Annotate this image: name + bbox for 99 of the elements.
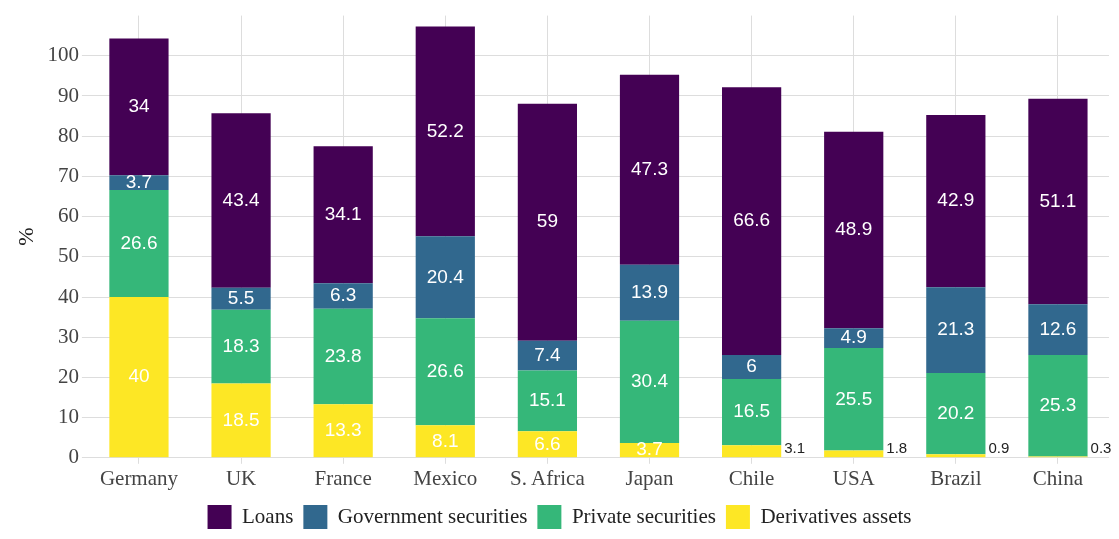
data-label: 20.4 bbox=[426, 265, 465, 287]
bar bbox=[517, 103, 578, 341]
data-label: 4.9 bbox=[840, 326, 867, 348]
data-label: 34 bbox=[128, 95, 150, 117]
x-tick-label: USA bbox=[832, 465, 876, 490]
bar bbox=[109, 190, 169, 297]
bar bbox=[824, 348, 884, 451]
bar bbox=[722, 379, 782, 446]
data-label: 21.3 bbox=[937, 318, 975, 340]
data-label: 13.3 bbox=[324, 419, 362, 441]
data-label: 52.2 bbox=[426, 119, 464, 141]
data-label: 3.7 bbox=[125, 170, 153, 192]
bar bbox=[415, 236, 475, 319]
data-label: 26.6 bbox=[426, 360, 464, 382]
data-label: 23.8 bbox=[324, 344, 362, 366]
y-tick-label: 60 bbox=[57, 203, 79, 228]
data-label: 40 bbox=[128, 365, 150, 387]
data-label: 6 bbox=[746, 355, 757, 377]
data-label: 48.9 bbox=[835, 218, 873, 240]
data-label: 34.1 bbox=[324, 203, 362, 225]
data-label: 5.5 bbox=[227, 287, 255, 309]
bar bbox=[926, 454, 986, 458]
data-label: 25.5 bbox=[835, 387, 873, 409]
legend-label: Government securities bbox=[337, 503, 528, 528]
y-tick-label: 90 bbox=[57, 82, 79, 107]
data-label: 51.1 bbox=[1039, 189, 1077, 211]
bar bbox=[1028, 304, 1088, 355]
data-label: 6.3 bbox=[329, 284, 357, 306]
data-label: 43.4 bbox=[222, 188, 260, 210]
bar bbox=[1028, 354, 1088, 457]
y-axis-title: % bbox=[12, 227, 38, 246]
data-label: 16.5 bbox=[733, 400, 771, 422]
bar bbox=[619, 320, 680, 443]
data-label: 0.9 bbox=[988, 439, 1010, 457]
bar bbox=[211, 309, 271, 384]
data-label: 30.4 bbox=[631, 370, 669, 392]
x-tick-label: UK bbox=[225, 465, 257, 490]
y-tick-label: 50 bbox=[57, 243, 79, 268]
data-label: 42.9 bbox=[937, 189, 975, 211]
data-label: 8.1 bbox=[432, 429, 459, 451]
bar bbox=[313, 283, 373, 309]
bar bbox=[313, 146, 373, 284]
data-label: 3.7 bbox=[636, 438, 663, 460]
y-tick-label: 40 bbox=[57, 283, 79, 308]
data-label: 15.1 bbox=[528, 389, 566, 411]
bar bbox=[619, 74, 680, 265]
y-tick-label: 0 bbox=[68, 444, 79, 469]
data-label: 13.9 bbox=[631, 281, 668, 303]
bar bbox=[926, 114, 986, 288]
x-tick-label: S. Africa bbox=[510, 465, 586, 490]
x-tick-label: Germany bbox=[99, 465, 179, 490]
data-label: 20.2 bbox=[937, 401, 975, 423]
bar bbox=[211, 383, 271, 458]
y-tick-label: 30 bbox=[57, 323, 79, 348]
data-label: 6.6 bbox=[534, 432, 561, 454]
x-tick-label: China bbox=[1032, 465, 1084, 490]
bar bbox=[517, 340, 578, 371]
data-label: 66.6 bbox=[733, 209, 771, 231]
bar bbox=[824, 131, 884, 329]
data-label: 18.3 bbox=[222, 334, 260, 356]
x-tick-label: Japan bbox=[625, 465, 674, 490]
bar bbox=[415, 425, 475, 458]
data-label: 18.5 bbox=[222, 408, 260, 430]
data-label: 0.3 bbox=[1090, 439, 1112, 457]
data-label: 59 bbox=[536, 210, 558, 232]
bar bbox=[109, 297, 169, 458]
bar bbox=[722, 87, 782, 355]
y-tick-label: 80 bbox=[57, 122, 79, 147]
bar bbox=[517, 370, 578, 432]
legend-label: Loans bbox=[242, 503, 294, 528]
data-label: 3.1 bbox=[784, 439, 806, 457]
x-tick-label: France bbox=[314, 465, 372, 490]
bar bbox=[1028, 98, 1088, 305]
data-label: 26.6 bbox=[120, 231, 158, 253]
y-tick-label: 10 bbox=[57, 404, 79, 429]
bar bbox=[722, 354, 782, 380]
bar bbox=[109, 38, 169, 176]
bar bbox=[313, 308, 373, 405]
x-tick-label: Brazil bbox=[930, 465, 982, 490]
y-tick-label: 20 bbox=[57, 363, 79, 388]
data-label: 25.3 bbox=[1039, 393, 1077, 415]
bar bbox=[211, 113, 271, 288]
bar bbox=[926, 372, 986, 455]
legend-label: Private securities bbox=[571, 503, 716, 528]
legend-label: Derivatives assets bbox=[760, 503, 912, 528]
bar bbox=[926, 287, 986, 373]
data-label: 1.8 bbox=[886, 439, 908, 457]
bar bbox=[619, 264, 680, 321]
data-label: 12.6 bbox=[1039, 317, 1077, 339]
bar bbox=[415, 318, 475, 426]
x-tick-label: Mexico bbox=[413, 465, 478, 490]
bar bbox=[313, 404, 373, 458]
data-label: 7.4 bbox=[534, 343, 562, 365]
bar bbox=[722, 445, 782, 458]
y-tick-label: 100 bbox=[47, 42, 79, 67]
data-label: 47.3 bbox=[631, 158, 668, 179]
bar bbox=[415, 26, 475, 237]
y-tick-label: 70 bbox=[57, 162, 79, 187]
x-tick-label: Chile bbox=[728, 465, 775, 490]
